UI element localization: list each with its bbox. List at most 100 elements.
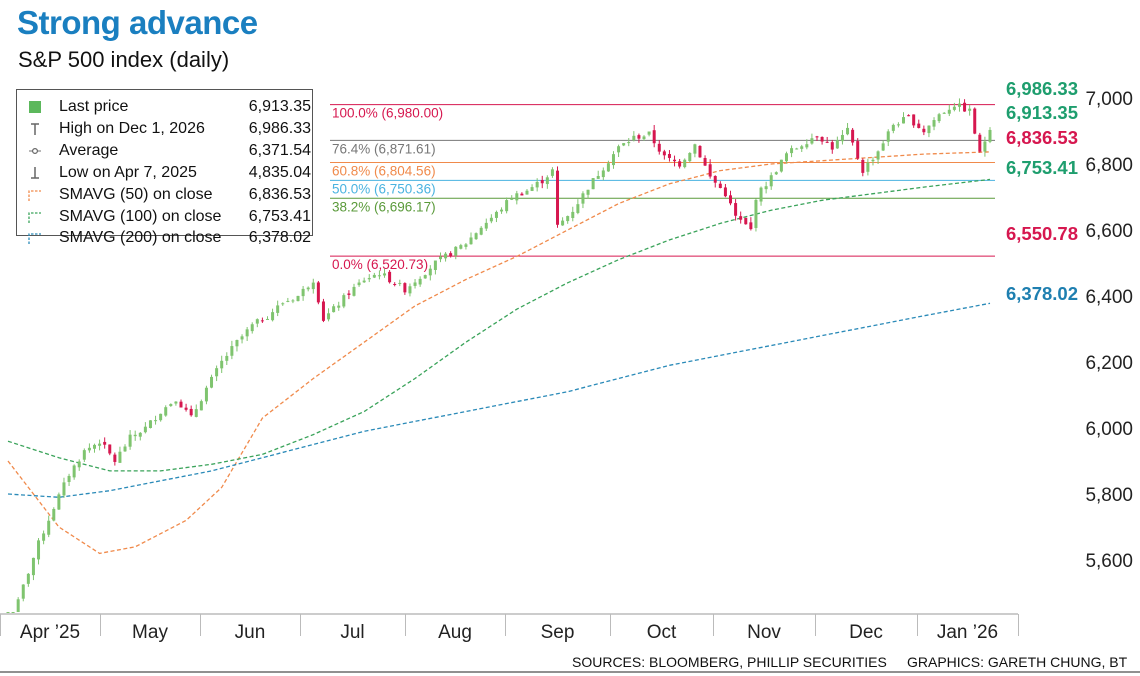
dashed-box-icon bbox=[28, 188, 42, 202]
candle-body bbox=[77, 461, 81, 468]
candle-body bbox=[896, 124, 900, 126]
candle-body bbox=[581, 193, 585, 204]
candle-body bbox=[790, 148, 794, 154]
candle-body bbox=[255, 319, 259, 324]
candle-body bbox=[973, 108, 977, 134]
candle-body bbox=[276, 305, 280, 313]
candle-body bbox=[174, 401, 178, 404]
candle-body bbox=[148, 420, 152, 429]
candle-body bbox=[159, 413, 163, 421]
candle-body bbox=[957, 103, 961, 107]
candle-body bbox=[942, 112, 946, 114]
candle-body bbox=[520, 193, 524, 196]
candle-body bbox=[474, 233, 478, 240]
y-tick-label: 6,400 bbox=[1085, 287, 1133, 308]
candle-body bbox=[31, 557, 35, 576]
candle-body bbox=[744, 217, 748, 225]
candle-body bbox=[57, 494, 61, 510]
candle-body bbox=[438, 256, 442, 260]
candle-body bbox=[494, 211, 498, 218]
candle-body bbox=[861, 159, 865, 173]
candle-body bbox=[769, 175, 773, 187]
sma50-line bbox=[7, 151, 991, 555]
candle-body bbox=[927, 125, 931, 134]
candle-body bbox=[271, 312, 275, 321]
right-price-label: 6,550.78 bbox=[1006, 223, 1078, 244]
candle-body bbox=[250, 324, 254, 332]
y-tick-label: 5,600 bbox=[1085, 551, 1133, 572]
candle-body bbox=[459, 245, 463, 249]
average-marker-icon bbox=[28, 144, 42, 158]
candle-body bbox=[912, 114, 916, 126]
candle-body bbox=[647, 131, 651, 135]
candle-body bbox=[225, 355, 229, 361]
candle-body bbox=[357, 282, 361, 286]
candle-body bbox=[133, 434, 137, 437]
sma200-line bbox=[7, 302, 991, 498]
candle-body bbox=[851, 129, 855, 143]
candle-body bbox=[876, 151, 880, 160]
moving-average-layer bbox=[7, 151, 991, 555]
right-price-label: 6,753.41 bbox=[1006, 157, 1078, 178]
x-tick-label: Nov bbox=[747, 622, 781, 643]
candle-body bbox=[703, 158, 707, 166]
candle-body bbox=[352, 286, 356, 296]
candle-body bbox=[856, 141, 860, 159]
right-price-label: 6,986.33 bbox=[1006, 78, 1078, 99]
candle-body bbox=[825, 141, 829, 143]
candle-body bbox=[123, 446, 127, 452]
candle-body bbox=[968, 108, 972, 111]
candle-body bbox=[698, 145, 702, 158]
candle-body bbox=[408, 286, 412, 294]
candle-body bbox=[662, 151, 666, 156]
candle-body bbox=[316, 282, 320, 303]
x-tick-label: Aug bbox=[438, 622, 472, 643]
candle-body bbox=[566, 216, 570, 222]
chart-subtitle: S&P 500 index (daily) bbox=[18, 47, 230, 72]
candle-body bbox=[215, 368, 219, 377]
fib-label: 60.8% (6,804.56) bbox=[332, 163, 436, 178]
candle-body bbox=[235, 340, 239, 347]
x-tick-label: Apr ’25 bbox=[20, 622, 80, 643]
candle-body bbox=[6, 612, 10, 613]
candle-body bbox=[550, 169, 554, 176]
y-tick-label: 6,000 bbox=[1085, 419, 1133, 440]
candle-body bbox=[362, 280, 366, 283]
legend-label: Low on Apr 7, 2025 bbox=[59, 164, 197, 181]
candle-body bbox=[26, 573, 30, 584]
candle-body bbox=[810, 138, 814, 144]
candle-body bbox=[678, 161, 682, 167]
candle-body bbox=[871, 159, 875, 162]
candle-body bbox=[545, 177, 549, 185]
candle-body bbox=[693, 144, 697, 154]
candle-body bbox=[978, 134, 982, 152]
legend-value: 6,378.02 bbox=[248, 229, 311, 246]
candle-body bbox=[184, 407, 188, 410]
candle-body bbox=[210, 376, 214, 388]
fib-label: 50.0% (6,750.36) bbox=[332, 181, 436, 196]
x-tick-label: Oct bbox=[647, 622, 677, 643]
candle-body bbox=[11, 612, 15, 613]
candle-body bbox=[673, 159, 677, 162]
candle-body bbox=[377, 275, 381, 277]
candle-body bbox=[667, 153, 671, 158]
candle-body bbox=[922, 128, 926, 133]
candle-body bbox=[189, 408, 193, 416]
candle-body bbox=[571, 211, 575, 219]
x-tick-label: Dec bbox=[849, 622, 883, 643]
candle-body bbox=[749, 222, 753, 230]
candle-body bbox=[642, 136, 646, 140]
candle-body bbox=[154, 420, 158, 422]
candle-body bbox=[16, 599, 20, 612]
candle-body bbox=[601, 170, 605, 178]
y-tick-label: 6,200 bbox=[1085, 353, 1133, 374]
candle-body bbox=[118, 451, 122, 463]
fib-label: 0.0% (6,520.73) bbox=[332, 257, 428, 272]
axis-layer: 5,600 5,800 6,000 6,200 6,400 6,600 6,800 7,000… bbox=[0, 89, 1140, 673]
candle-body bbox=[489, 217, 493, 222]
candle-body bbox=[606, 163, 610, 172]
candle-body bbox=[779, 159, 783, 172]
candle-body bbox=[505, 200, 509, 212]
candle-body bbox=[947, 109, 951, 114]
